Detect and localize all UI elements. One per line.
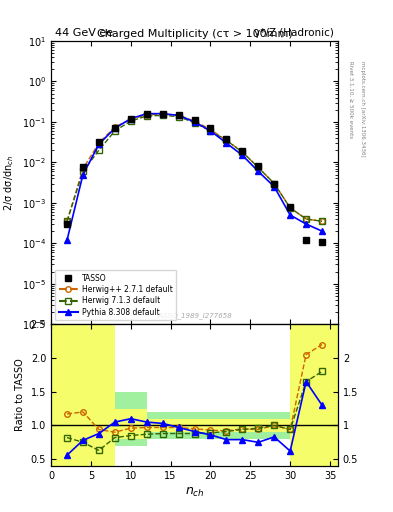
Title: Charged Multiplicity (cτ > 100mm): Charged Multiplicity (cτ > 100mm) [97, 29, 292, 39]
X-axis label: $n_{ch}$: $n_{ch}$ [185, 486, 204, 499]
Text: Rivet 3.1.10, ≥ 500k events: Rivet 3.1.10, ≥ 500k events [348, 61, 353, 139]
Legend: TASSO, Herwig++ 2.7.1 default, Herwig 7.1.3 default, Pythia 8.308 default: TASSO, Herwig++ 2.7.1 default, Herwig 7.… [55, 270, 176, 321]
Text: TASSO_1989_I277658: TASSO_1989_I277658 [156, 312, 233, 318]
Y-axis label: Ratio to TASSO: Ratio to TASSO [15, 359, 25, 432]
Text: γ*/Z (Hadronic): γ*/Z (Hadronic) [254, 28, 334, 38]
Text: 44 GeV ee: 44 GeV ee [55, 28, 113, 38]
Text: mcplots.cern.ch [arXiv:1306.3436]: mcplots.cern.ch [arXiv:1306.3436] [360, 61, 365, 157]
Y-axis label: 2/σ dσ/dn$_{ch}$: 2/σ dσ/dn$_{ch}$ [3, 155, 17, 211]
